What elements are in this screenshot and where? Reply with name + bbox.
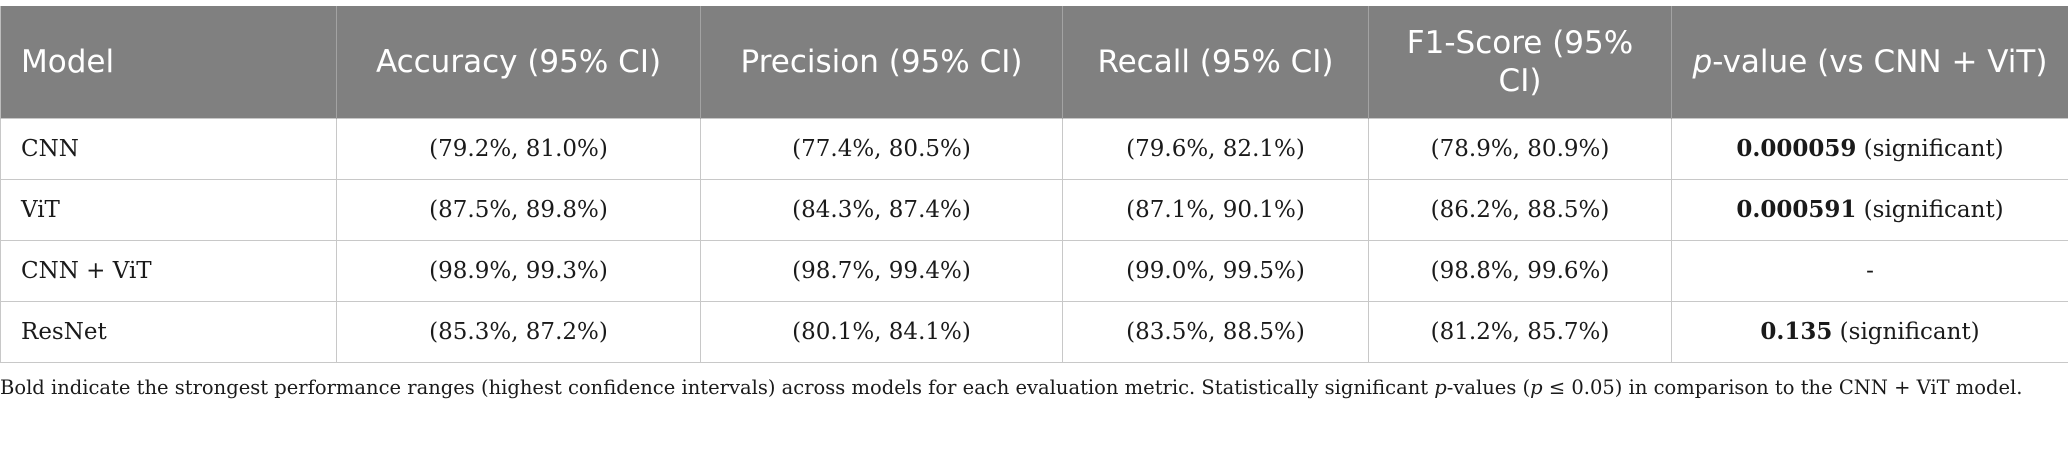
- header-f1-score: F1-Score (95% CI): [1368, 6, 1672, 118]
- table-header: Model Accuracy (95% CI) Precision (95% C…: [0, 6, 2068, 118]
- header-model: Model: [0, 6, 337, 118]
- table-row: ResNet (85.3%, 87.2%) (80.1%, 84.1%) (83…: [0, 300, 2068, 363]
- cell-recall: (99.0%, 99.5%): [1062, 239, 1369, 302]
- table-footnote: Bold indicate the strongest performance …: [0, 363, 2068, 403]
- cell-recall: (83.5%, 88.5%): [1062, 300, 1369, 363]
- cell-model: ResNet: [0, 300, 337, 363]
- results-table: Model Accuracy (95% CI) Precision (95% C…: [0, 6, 2068, 363]
- p-value-note: (significant): [1839, 319, 1980, 345]
- cell-model: CNN: [0, 117, 337, 180]
- cell-model: ViT: [0, 178, 337, 241]
- table-row: CNN + ViT (98.9%, 99.3%) (98.7%, 99.4%) …: [0, 239, 2068, 302]
- cell-recall: (79.6%, 82.1%): [1062, 117, 1369, 180]
- footnote-text-2: -values (: [1446, 375, 1531, 399]
- header-precision: Precision (95% CI): [700, 6, 1063, 118]
- results-table-figure: Model Accuracy (95% CI) Precision (95% C…: [0, 6, 2068, 403]
- cell-model: CNN + ViT: [0, 239, 337, 302]
- cell-precision: (80.1%, 84.1%): [700, 300, 1063, 363]
- header-accuracy: Accuracy (95% CI): [336, 6, 701, 118]
- cell-precision: (98.7%, 99.4%): [700, 239, 1063, 302]
- p-value-number: 0.000591: [1736, 196, 1857, 223]
- p-value-note: (significant): [1863, 136, 2004, 162]
- p-value-number: 0.135: [1760, 318, 1833, 345]
- cell-p-value: 0.135 (significant): [1671, 300, 2068, 363]
- cell-p-value: -: [1671, 239, 2068, 302]
- cell-accuracy: (85.3%, 87.2%): [336, 300, 701, 363]
- cell-precision: (84.3%, 87.4%): [700, 178, 1063, 241]
- table-row: ViT (87.5%, 89.8%) (84.3%, 87.4%) (87.1%…: [0, 178, 2068, 241]
- header-recall: Recall (95% CI): [1062, 6, 1369, 118]
- cell-f1-score: (98.8%, 99.6%): [1368, 239, 1672, 302]
- cell-precision: (77.4%, 80.5%): [700, 117, 1063, 180]
- cell-p-value: 0.000059 (significant): [1671, 117, 2068, 180]
- header-p-value-rest: -value (vs CNN + ViT): [1712, 43, 2048, 80]
- cell-accuracy: (87.5%, 89.8%): [336, 178, 701, 241]
- table-body: CNN (79.2%, 81.0%) (77.4%, 80.5%) (79.6%…: [0, 117, 2068, 363]
- footnote-text-1: Bold indicate the strongest performance …: [0, 375, 1435, 399]
- header-p-value-italic: p: [1692, 43, 1713, 80]
- cell-f1-score: (81.2%, 85.7%): [1368, 300, 1672, 363]
- p-value-number: 0.000059: [1736, 135, 1857, 162]
- cell-f1-score: (78.9%, 80.9%): [1368, 117, 1672, 180]
- header-row: Model Accuracy (95% CI) Precision (95% C…: [0, 6, 2068, 118]
- table-row: CNN (79.2%, 81.0%) (77.4%, 80.5%) (79.6%…: [0, 117, 2068, 180]
- cell-p-value: 0.000591 (significant): [1671, 178, 2068, 241]
- cell-accuracy: (79.2%, 81.0%): [336, 117, 701, 180]
- cell-accuracy: (98.9%, 99.3%): [336, 239, 701, 302]
- p-value-note: -: [1866, 258, 1874, 284]
- cell-recall: (87.1%, 90.1%): [1062, 178, 1369, 241]
- footnote-p-italic-1: p: [1434, 375, 1447, 399]
- p-value-note: (significant): [1863, 197, 2004, 223]
- footnote-text-3: ≤ 0.05) in comparison to the CNN + ViT m…: [1542, 375, 2023, 399]
- footnote-p-italic-2: p: [1530, 375, 1543, 399]
- header-p-value: p-value (vs CNN + ViT): [1671, 6, 2068, 118]
- cell-f1-score: (86.2%, 88.5%): [1368, 178, 1672, 241]
